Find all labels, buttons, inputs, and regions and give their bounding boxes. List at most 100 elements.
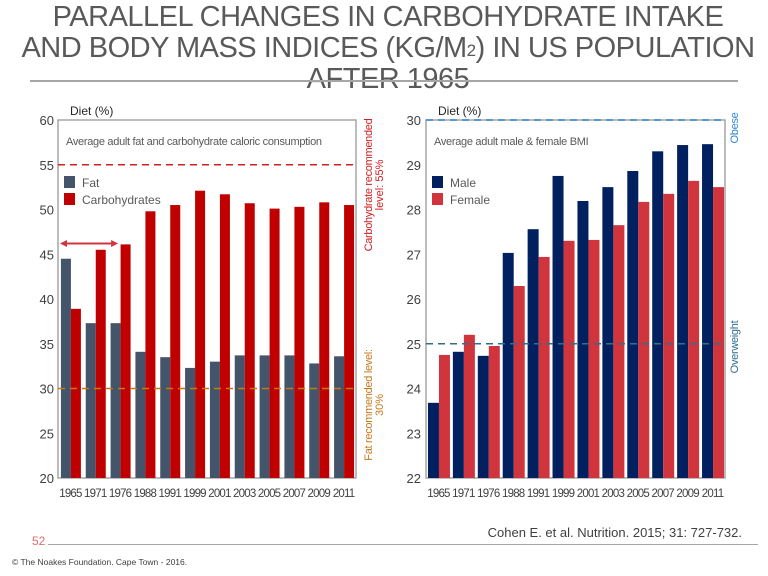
x-tick-label: 1976 [477,488,500,500]
bar-female [663,193,675,478]
bar-fat [160,357,171,478]
legend-label-carbohydrates: Carbohydrates [82,193,161,207]
bar-fat [185,367,196,478]
bar-female [713,187,725,478]
x-tick-label: 2005 [627,488,650,500]
bar-male [452,351,464,478]
y-tick-label: 29 [407,158,421,173]
y-tick-label: 35 [40,337,54,352]
bar-fat [60,258,71,478]
bar-fat [234,355,245,478]
y-tick-label: 23 [407,426,421,441]
x-tick-label: 1988 [134,488,157,500]
x-tick-label: 1976 [109,488,132,500]
bar-female [638,201,650,478]
x-tick-label: 2011 [702,488,724,500]
arrow-head-left [60,240,67,248]
x-tick-label: 2007 [652,488,675,500]
bar-carbohydrates [120,244,131,478]
bar-carbohydrates [70,308,81,478]
x-tick-label: 1971 [84,488,107,500]
chart-2: Diet (%) 22 23 24 25 26 27 28 29 30 Average adult … [407,104,741,500]
x-tick-label: 1971 [452,488,475,500]
reference-label: Carbohydrate recommended level: 55% [363,118,386,251]
title-superscript: 2 [466,41,476,60]
bar-fat [85,323,96,478]
y-tick-label: 28 [407,203,421,218]
bar-fat [110,323,121,478]
footer-rule [48,544,758,545]
x-tick-label: 1988 [502,488,525,500]
legend-label-fat: Fat [82,176,100,190]
legend-swatch-male [432,176,443,188]
x-tick-label: 2007 [283,488,306,500]
reference-label: Overweight [729,320,741,373]
chart-title: Average adult fat and carbohydrate calor… [66,136,322,148]
bar-fat [259,355,270,478]
bar-female [513,286,525,478]
x-tick-label: 1999 [183,488,206,500]
x-tick-label: 2001 [577,488,600,500]
double-arrow-annotation [60,240,119,248]
bar-male [602,187,614,478]
legend-swatch-fat [64,176,75,188]
x-tick-label: 2005 [258,488,281,500]
bar-female [688,180,700,479]
x-tick-label: 1965 [59,488,82,500]
legend-label-male: Male [450,176,476,190]
y-tick-label: 60 [40,113,54,128]
reference-label-line2: level: 55% [374,159,386,210]
x-tick-label: 2001 [208,488,231,500]
bar-fat [334,356,345,478]
bar-female [463,334,475,478]
x-tick-label: 2011 [333,488,355,500]
bar-female [438,354,450,478]
y-tick-label: 25 [407,337,421,352]
bar-fat [309,363,320,478]
x-tick-label: 2003 [602,488,625,500]
bar-carbohydrates [170,205,181,478]
bar-male [627,171,639,478]
slide-title: PARALLEL CHANGES IN CARBOHYDRATE INTAKE … [20,2,756,95]
bar-male [677,145,689,478]
bar-carbohydrates [219,194,230,478]
bar-male [652,151,664,478]
legend-swatch-carbohydrates [64,193,75,205]
x-tick-label: 2003 [233,488,256,500]
y-axis-label: Diet (%) [438,104,481,118]
y-tick-label: 55 [40,158,54,173]
y-tick-label: 24 [407,382,421,397]
bar-female [563,240,575,478]
chart-title: Average adult male & female BMI [434,136,589,148]
bar-fat [135,351,146,478]
legend-label-female: Female [450,193,490,207]
y-tick-label: 40 [40,292,54,307]
x-tick-label: 1991 [527,488,550,500]
reference-label: Obese [729,112,741,143]
reference-label-line1: Overweight [729,320,741,373]
y-tick-label: 25 [40,426,54,441]
y-axis-label: Diet (%) [70,104,113,118]
y-tick-label: 30 [40,382,54,397]
reference-label-line2: 30% [374,394,386,416]
bar-male [502,252,514,478]
arrow-head-right [111,240,119,248]
bar-carbohydrates [344,205,355,478]
bar-male [527,229,539,478]
bar-carbohydrates [195,190,206,478]
bar-male [427,402,439,478]
y-tick-label: 27 [407,247,421,262]
title-text-1: PARALLEL CHANGES IN CARBOHYDRATE INTAKE … [21,1,724,64]
y-tick-label: 26 [407,292,421,307]
reference-label-line1: Fat recommended level: [363,349,375,461]
bar-male [702,144,714,479]
title-text-2: ) IN US POPULATION AFTER 1965 [306,32,755,95]
title-rule [30,80,738,82]
bar-carbohydrates [294,206,305,478]
y-tick-label: 30 [407,113,421,128]
y-tick-label: 50 [40,203,54,218]
bar-fat [209,361,220,478]
x-tick-label: 2009 [676,488,699,500]
y-tick-label: 20 [40,471,54,486]
copyright: © The Noakes Foundation. Cape Town - 201… [12,557,188,567]
